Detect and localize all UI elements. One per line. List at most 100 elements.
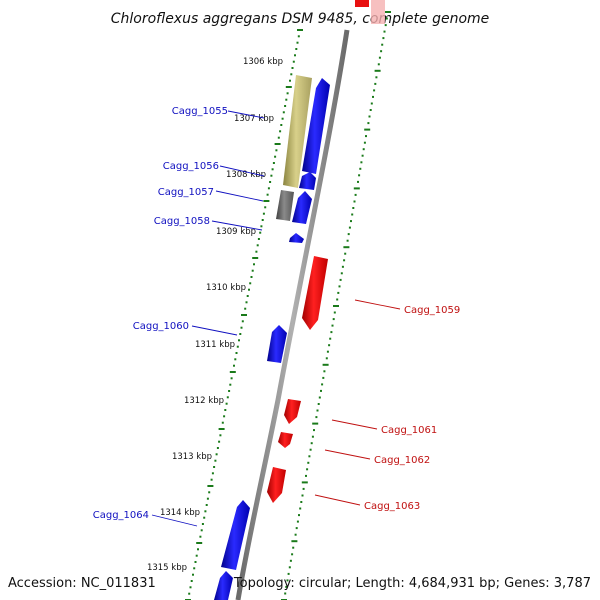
gene-label-cagg-1061[interactable]: Cagg_1061: [381, 425, 437, 436]
inner-tick: [190, 580, 193, 582]
outer-tick: [372, 95, 374, 98]
inner-tick: [266, 193, 269, 196]
gene-cagg-1058[interactable]: [289, 233, 304, 243]
gene-label-cagg-1060[interactable]: Cagg_1060: [133, 321, 189, 332]
gene-cagg-1057-other[interactable]: [276, 190, 294, 221]
inner-tick: [289, 79, 291, 82]
inner-tick: [275, 149, 278, 152]
leader-cagg-1062: [324, 449, 371, 460]
inner-tick: [195, 554, 198, 557]
gene-cagg-1059[interactable]: [302, 256, 328, 330]
outer-tick: [337, 291, 340, 294]
gene-cagg-1060[interactable]: [267, 325, 287, 363]
gene-label-cagg-1056[interactable]: Cagg_1056: [163, 161, 219, 172]
gene-bottom-partial[interactable]: [214, 571, 233, 600]
genome-summary-text: Topology: circular; Length: 4,684,931 bp…: [233, 576, 591, 591]
kbp-labels: 1306 kbp 1307 kbp 1308 kbp 1309 kbp 1310…: [147, 57, 283, 573]
outer-tick: [322, 363, 329, 366]
gene-cagg-1055-rna[interactable]: [283, 75, 312, 188]
gene-label-cagg-1059[interactable]: Cagg_1059: [404, 305, 460, 316]
inner-tick: [294, 54, 296, 57]
outer-tick: [296, 520, 299, 523]
outer-tick: [317, 403, 320, 405]
inner-tick: [296, 41, 299, 44]
kbp-label: 1313 kbp: [172, 452, 212, 462]
outer-tick: [369, 109, 372, 111]
gene-label-cagg-1058[interactable]: Cagg_1058: [154, 216, 210, 227]
inner-tick: [240, 326, 243, 329]
outer-tick: [284, 592, 287, 595]
outer-tick: [352, 207, 355, 209]
leader-cagg-1057: [215, 190, 264, 202]
gene-label-cagg-1063[interactable]: Cagg_1063: [364, 501, 420, 512]
inner-tick: [263, 200, 270, 202]
inner-tick: [204, 510, 207, 513]
inner-tick: [279, 130, 282, 133]
outer-tick: [353, 187, 360, 190]
inner-tick: [238, 339, 240, 342]
outer-tick: [318, 396, 321, 399]
inner-tick: [290, 73, 293, 76]
gene-cagg-1063[interactable]: [267, 467, 286, 503]
inner-tick: [241, 320, 244, 323]
gene-cagg-1056[interactable]: [299, 172, 316, 190]
outer-tick: [385, 17, 388, 20]
inner-tick: [244, 307, 247, 310]
outer-tick: [384, 24, 387, 27]
outer-tick: [385, 11, 391, 13]
top-pink-mark: [371, 0, 385, 24]
outer-tick: [346, 239, 349, 242]
inner-tick: [256, 244, 259, 247]
kbp-label: 1315 kbp: [147, 563, 187, 573]
gene-cagg-1055[interactable]: [302, 78, 330, 174]
inner-tick: [272, 162, 275, 164]
gene-cagg-1064[interactable]: [221, 500, 250, 570]
outer-tick: [344, 252, 347, 255]
gene-label-cagg-1055[interactable]: Cagg_1055: [172, 106, 228, 117]
outer-tick: [354, 193, 357, 196]
outer-tick: [343, 259, 346, 262]
inner-tick: [259, 231, 262, 234]
inner-tick: [292, 60, 295, 63]
outer-tick: [381, 43, 384, 46]
inner-tick: [223, 415, 226, 418]
inner-tick: [264, 206, 267, 209]
outer-tick: [348, 226, 351, 229]
kbp-label: 1309 kbp: [216, 227, 256, 237]
outer-tick: [325, 357, 328, 360]
inner-tick: [262, 212, 265, 215]
outer-tick: [326, 350, 329, 353]
genome-backbone: [235, 29, 350, 600]
outer-tick: [333, 305, 339, 307]
outer-tick: [353, 200, 356, 203]
outer-tick: [375, 76, 378, 79]
gene-cagg-1062[interactable]: [278, 432, 293, 448]
outer-tick: [313, 429, 315, 432]
leader-cagg-1055: [227, 110, 265, 119]
outer-tick: [332, 318, 335, 321]
outer-tick: [302, 487, 305, 490]
inner-tick: [207, 485, 214, 487]
inner-tick: [215, 453, 218, 456]
gene-label-cagg-1064[interactable]: Cagg_1064: [93, 510, 149, 521]
leader-cagg-1056: [219, 165, 265, 177]
gene-cagg-1061[interactable]: [284, 399, 301, 424]
inner-tick: [214, 459, 217, 462]
outer-tick: [329, 337, 332, 340]
inner-tick: [189, 586, 192, 589]
gene-label-cagg-1062[interactable]: Cagg_1062: [374, 455, 430, 466]
outer-tick: [301, 494, 304, 497]
gene-label-cagg-1057[interactable]: Cagg_1057: [158, 187, 214, 198]
outer-tick: [361, 154, 364, 157]
inner-tick: [285, 86, 292, 88]
inner-tick: [253, 263, 255, 266]
outer-tick: [333, 311, 336, 314]
inner-tick: [250, 276, 253, 278]
inner-tick: [274, 155, 277, 158]
inner-tick: [194, 561, 197, 563]
outer-tick: [374, 69, 381, 72]
gene-cagg-1057[interactable]: [292, 191, 312, 224]
inner-tick: [196, 542, 203, 544]
inner-tick: [251, 269, 254, 272]
